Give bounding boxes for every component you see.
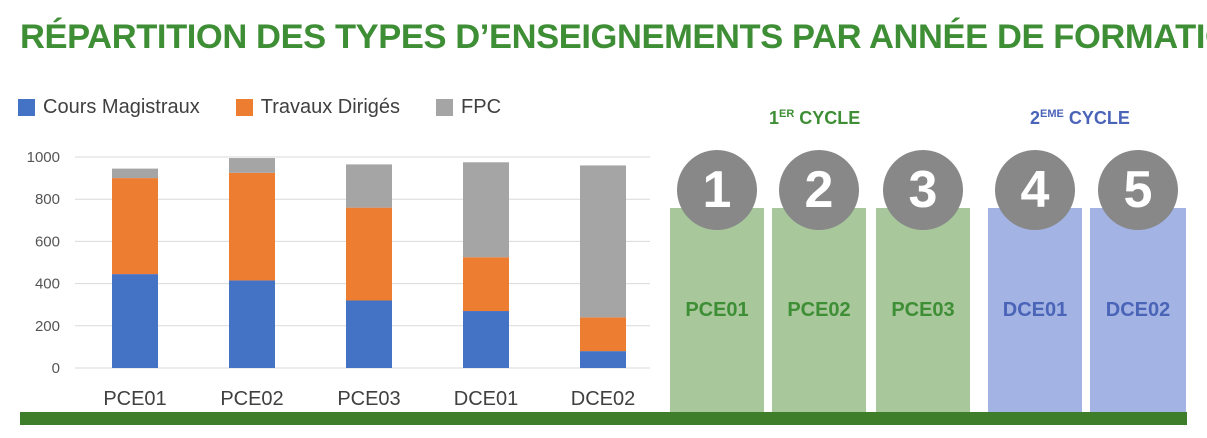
cycle-number: 2 — [1030, 108, 1041, 128]
legend-item-cours-magistraux: Cours Magistraux — [18, 96, 200, 119]
bar-segment — [112, 168, 158, 179]
cycle-superscript: EME — [1040, 108, 1064, 120]
bottom-bar — [20, 412, 1187, 425]
column-label: PCE02 — [787, 298, 851, 321]
legend-swatch — [18, 99, 35, 116]
y-tick-label: 600 — [35, 233, 60, 250]
legend-label: FPC — [461, 96, 502, 118]
number-circle-2: 2 — [779, 150, 859, 230]
column-pce02: PCE02 — [772, 208, 866, 412]
number-circle-4: 4 — [995, 150, 1075, 230]
column-dce02: DCE02 — [1090, 208, 1186, 412]
stacked-bar-chart: 1000 800 600 400 200 0 PCE01 PCE02 PCE03 DCE01 DCE… — [27, 149, 650, 410]
y-tick-label: 400 — [35, 276, 60, 293]
bar-segment — [346, 207, 392, 301]
cycle-word: CYCLE — [794, 108, 861, 128]
bar-segment — [112, 178, 158, 275]
cycle-word: CYCLE — [1063, 108, 1130, 128]
y-tick-label: 1000 — [27, 149, 60, 166]
cycle-number: 1 — [769, 108, 780, 128]
y-tick-label: 0 — [52, 360, 60, 377]
y-tick-label: 800 — [35, 191, 60, 208]
bar-segment — [580, 351, 626, 368]
number-circle-3: 3 — [883, 150, 963, 230]
number-circle-1: 1 — [677, 150, 757, 230]
column-dce01: DCE01 — [988, 208, 1082, 412]
x-tick-label: PCE03 — [337, 388, 400, 410]
bar-segment — [229, 280, 275, 368]
x-tick-label: DCE02 — [571, 388, 635, 410]
x-tick-label: PCE01 — [103, 388, 166, 410]
bar-segment — [346, 300, 392, 368]
legend-swatch — [235, 99, 253, 116]
legend-label: Cours Magistraux — [43, 96, 200, 118]
bar-segment — [229, 158, 275, 173]
column-pce03: PCE03 — [876, 208, 970, 412]
cycle-2-header: 2EME CYCLE — [1030, 108, 1130, 129]
cycle-1-header: 1ER CYCLE — [769, 108, 860, 129]
y-tick-label: 200 — [35, 318, 60, 335]
x-tick-label: PCE02 — [220, 388, 283, 410]
column-label: PCE03 — [891, 298, 955, 321]
page-title: RÉPARTITION DES TYPES D’ENSEIGNEMENTS PA… — [20, 18, 1207, 56]
bar-segment — [463, 311, 509, 368]
bar-segment — [229, 172, 275, 281]
bar-segment — [346, 164, 392, 208]
cycle-superscript: ER — [779, 108, 795, 120]
column-label: PCE01 — [685, 298, 749, 321]
column-label: DCE02 — [1105, 298, 1171, 321]
column-label: DCE01 — [1002, 298, 1068, 321]
column-pce01: PCE01 — [670, 208, 764, 412]
legend-item-travaux-diriges: Travaux Dirigés — [235, 96, 401, 119]
chart-legend: Cours Magistraux Travaux Dirigés FPC — [18, 96, 537, 119]
x-tick-label: DCE01 — [454, 388, 518, 410]
legend-swatch — [436, 99, 454, 116]
bar-segment — [580, 317, 626, 352]
bar-segment — [112, 274, 158, 368]
number-circle-5: 5 — [1098, 150, 1178, 230]
bar-segment — [463, 257, 509, 312]
bar-segment — [580, 165, 626, 318]
bar-segment — [463, 162, 509, 258]
legend-label: Travaux Dirigés — [260, 96, 401, 118]
legend-item-fpc: FPC — [436, 96, 501, 119]
